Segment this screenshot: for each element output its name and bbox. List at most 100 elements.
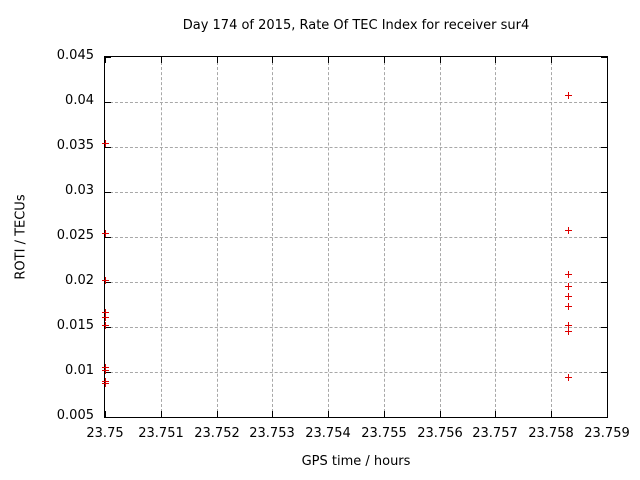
gridline-horizontal <box>105 327 607 328</box>
x-tick-mark <box>272 57 273 63</box>
data-point-marker <box>565 271 572 278</box>
marker-vertical-arm <box>105 309 106 316</box>
y-tick-label: 0.025 <box>56 228 94 243</box>
y-tick-mark <box>105 102 111 103</box>
y-tick-mark <box>601 147 607 148</box>
marker-vertical-arm <box>105 277 106 284</box>
x-axis-label: GPS time / hours <box>301 454 411 469</box>
x-tick-mark <box>105 411 106 417</box>
y-tick-label: 0.01 <box>65 363 94 378</box>
x-tick-mark <box>440 411 441 417</box>
y-tick-mark <box>105 417 111 418</box>
x-tick-mark <box>328 57 329 63</box>
x-tick-label: 23.753 <box>249 426 295 441</box>
x-tick-mark <box>495 57 496 63</box>
y-tick-mark <box>105 327 111 328</box>
y-tick-mark <box>601 327 607 328</box>
x-tick-mark <box>495 411 496 417</box>
x-tick-label: 23.752 <box>194 426 240 441</box>
x-tick-mark <box>384 57 385 63</box>
gridline-horizontal <box>105 372 607 373</box>
y-tick-mark <box>601 237 607 238</box>
x-tick-label: 23.759 <box>584 426 630 441</box>
x-tick-label: 23.758 <box>528 426 574 441</box>
x-tick-label: 23.751 <box>138 426 184 441</box>
marker-vertical-arm <box>105 230 106 237</box>
x-tick-mark <box>551 57 552 63</box>
data-point-marker <box>102 309 109 316</box>
marker-vertical-arm <box>105 322 106 329</box>
gridline-horizontal <box>105 102 607 103</box>
data-point-marker <box>565 227 572 234</box>
y-tick-label: 0.02 <box>65 273 94 288</box>
data-point-marker <box>565 92 572 99</box>
y-tick-mark <box>105 57 111 58</box>
marker-vertical-arm <box>105 314 106 321</box>
y-tick-label: 0.03 <box>65 183 94 198</box>
x-tick-mark <box>161 57 162 63</box>
y-tick-mark <box>601 372 607 373</box>
chart-title: Day 174 of 2015, Rate Of TEC Index for r… <box>182 18 530 33</box>
data-point-marker <box>102 314 109 321</box>
x-tick-mark <box>440 57 441 63</box>
x-tick-mark <box>217 57 218 63</box>
x-tick-mark <box>105 57 106 63</box>
x-tick-mark <box>328 411 329 417</box>
y-tick-label: 0.045 <box>56 48 94 63</box>
marker-vertical-arm <box>568 374 569 381</box>
data-point-marker <box>102 367 109 374</box>
marker-vertical-arm <box>105 380 106 387</box>
plot-area <box>102 56 608 418</box>
y-tick-mark <box>105 237 111 238</box>
marker-vertical-arm <box>568 271 569 278</box>
data-point-marker <box>565 322 572 329</box>
y-tick-label: 0.035 <box>56 138 94 153</box>
data-point-marker <box>565 283 572 290</box>
y-tick-mark <box>601 102 607 103</box>
y-tick-label: 0.015 <box>56 318 94 333</box>
data-point-marker <box>102 140 109 147</box>
x-tick-mark <box>217 411 218 417</box>
y-tick-mark <box>105 372 111 373</box>
marker-vertical-arm <box>568 92 569 99</box>
data-point-marker <box>565 328 572 335</box>
x-tick-label: 23.75 <box>86 426 124 441</box>
gridline-horizontal <box>105 282 607 283</box>
y-tick-mark <box>105 147 111 148</box>
gridline-horizontal <box>105 147 607 148</box>
data-point-marker <box>565 374 572 381</box>
y-tick-mark <box>601 417 607 418</box>
data-point-marker <box>565 293 572 300</box>
x-tick-label: 23.756 <box>417 426 463 441</box>
y-tick-mark <box>601 192 607 193</box>
data-point-marker <box>102 322 109 329</box>
x-tick-mark <box>607 411 608 417</box>
marker-vertical-arm <box>105 140 106 147</box>
gridline-horizontal <box>105 237 607 238</box>
y-tick-label: 0.04 <box>65 93 94 108</box>
x-tick-label: 23.755 <box>361 426 407 441</box>
x-tick-mark <box>551 411 552 417</box>
y-tick-mark <box>601 282 607 283</box>
y-tick-mark <box>105 192 111 193</box>
gridline-horizontal <box>105 192 607 193</box>
marker-vertical-arm <box>568 328 569 335</box>
marker-vertical-arm <box>568 293 569 300</box>
y-tick-mark <box>601 57 607 58</box>
marker-vertical-arm <box>105 367 106 374</box>
marker-vertical-arm <box>568 322 569 329</box>
x-tick-mark <box>272 411 273 417</box>
data-point-marker <box>102 230 109 237</box>
y-tick-mark <box>105 282 111 283</box>
data-point-marker <box>102 277 109 284</box>
y-tick-label: 0.005 <box>56 408 94 423</box>
data-point-marker <box>102 380 109 387</box>
marker-vertical-arm <box>568 283 569 290</box>
x-tick-mark <box>607 57 608 63</box>
x-tick-label: 23.757 <box>472 426 518 441</box>
x-tick-label: 23.754 <box>305 426 351 441</box>
marker-vertical-arm <box>568 303 569 310</box>
x-tick-mark <box>161 411 162 417</box>
marker-vertical-arm <box>568 227 569 234</box>
